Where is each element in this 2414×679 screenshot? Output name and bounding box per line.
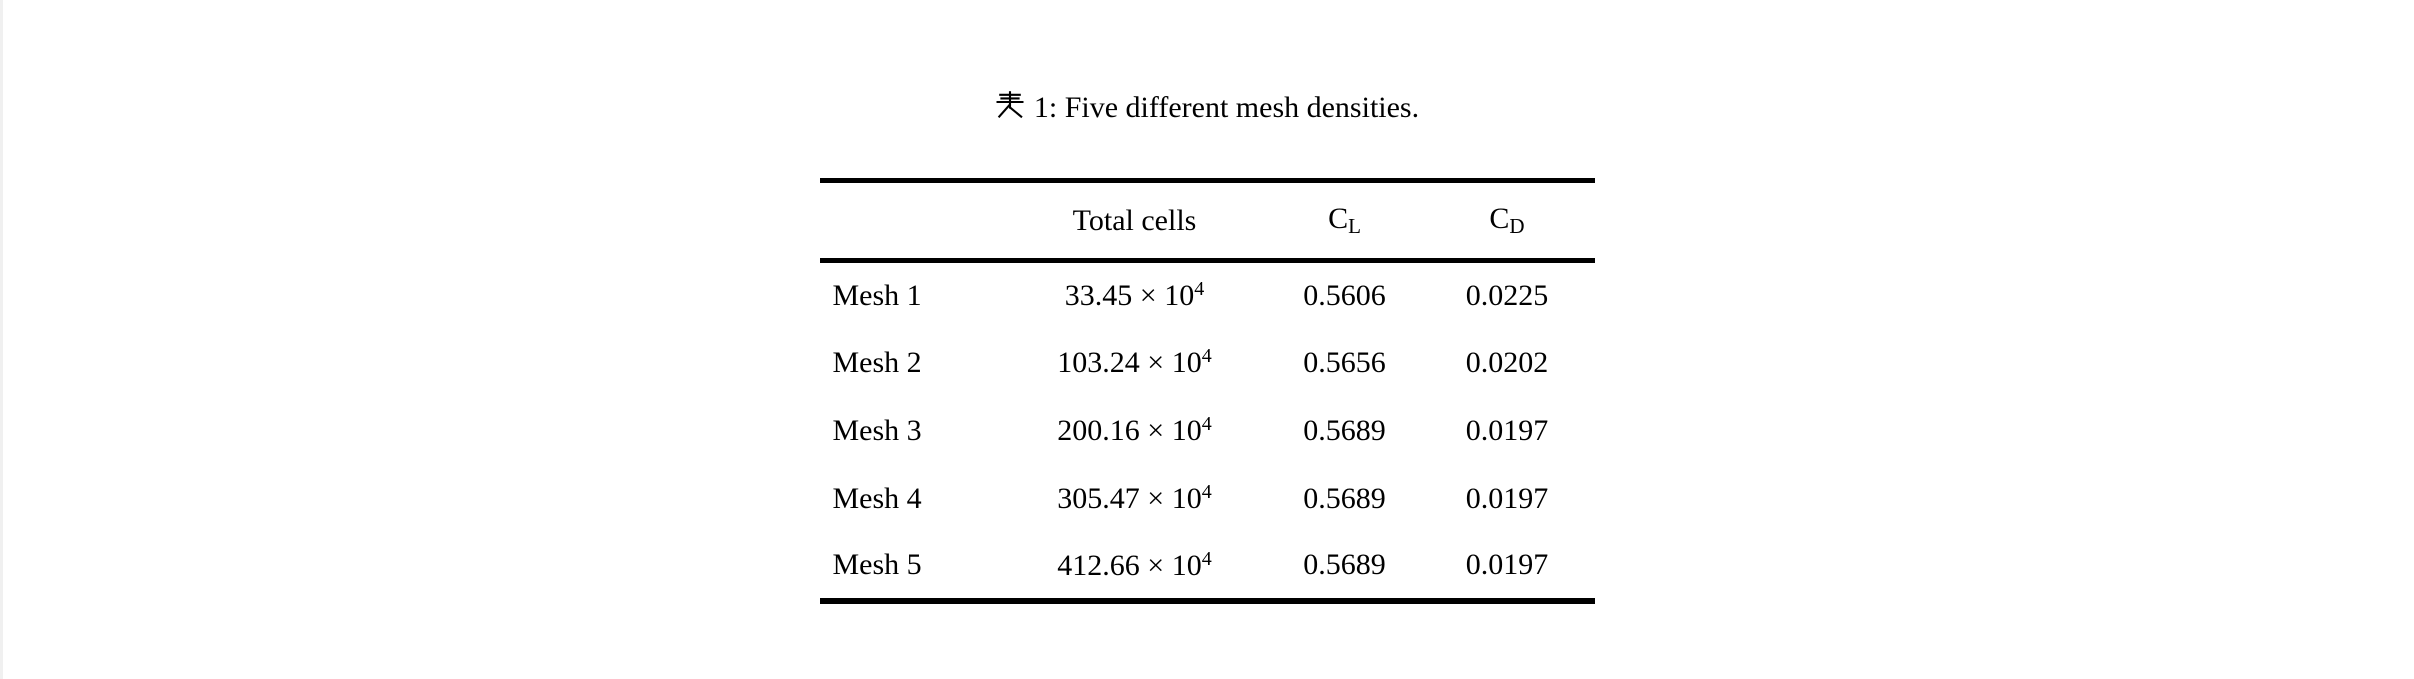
cl-symbol: C: [1328, 202, 1349, 235]
cl-value: 0.5689: [1303, 413, 1386, 447]
column-header-total-cells: Total cells: [1072, 203, 1197, 237]
total-cells-value: 33.45 × 104: [1000, 261, 1270, 329]
cl-value: 0.5656: [1303, 345, 1386, 379]
table-row: Mesh 3 200.16 × 104 0.5689 0.0197: [820, 397, 1595, 465]
header-row: Total cells CL CD: [819, 181, 1595, 261]
total-cells-mantissa: 412.66 × 10: [1057, 548, 1202, 582]
table-block: 1: Five different mesh densities. Total …: [819, 0, 1595, 604]
cd-value: 0.0197: [1465, 413, 1549, 447]
window-edge-strip: [0, 0, 3, 679]
row-label: Mesh 3: [832, 413, 922, 447]
cd-value: 0.0202: [1465, 345, 1549, 379]
row-label: Mesh 5: [832, 548, 922, 581]
total-cells-exponent: 4: [1194, 278, 1205, 301]
cl-subscript: L: [1348, 214, 1361, 238]
cl-value: 0.5689: [1303, 481, 1386, 515]
cjk-biao-icon: [996, 91, 1024, 119]
column-header-empty: [820, 181, 1000, 261]
total-cells-mantissa: 33.45 × 10: [1064, 279, 1195, 313]
cd-value: 0.0197: [1465, 481, 1549, 515]
total-cells-value: 412.66 × 104: [1000, 533, 1270, 601]
mesh-densities-table: Total cells CL CD Mesh 1 33.45 × 104 0.5…: [819, 178, 1595, 604]
total-cells-value: 200.16 × 104: [1000, 397, 1270, 465]
cl-value: 0.5689: [1303, 548, 1386, 581]
table-row: Mesh 4 305.47 × 104 0.5689 0.0197: [820, 465, 1595, 533]
table-row: Mesh 5 412.66 × 104 0.5689 0.0197: [820, 533, 1595, 601]
row-label: Mesh 2: [832, 345, 922, 379]
total-cells-exponent: 4: [1201, 345, 1212, 367]
cd-symbol: C: [1489, 202, 1510, 235]
total-cells-mantissa: 200.16 × 10: [1057, 414, 1202, 447]
cl-value: 0.5606: [1303, 278, 1386, 312]
total-cells-exponent: 4: [1201, 481, 1212, 503]
total-cells-exponent: 4: [1201, 547, 1212, 570]
column-header-cd: CD: [1420, 181, 1595, 261]
total-cells-value: 305.47 × 104: [1000, 465, 1270, 533]
table-row: Mesh 1 33.45 × 104 0.5606 0.0225: [820, 261, 1595, 329]
cd-value: 0.0197: [1465, 548, 1549, 581]
table-row: Mesh 2 103.24 × 104 0.5656 0.0202: [820, 329, 1595, 397]
total-cells-value: 103.24 × 104: [1000, 329, 1270, 397]
caption-text: 1: Five different mesh densities.: [1033, 91, 1420, 124]
cd-value: 0.0225: [1465, 278, 1549, 312]
total-cells-mantissa: 305.47 × 10: [1057, 482, 1202, 515]
row-label: Mesh 4: [832, 481, 922, 515]
total-cells-mantissa: 103.24 × 10: [1057, 346, 1202, 379]
total-cells-exponent: 4: [1201, 413, 1212, 435]
table-caption: 1: Five different mesh densities.: [820, 86, 1595, 130]
cd-subscript: D: [1509, 214, 1525, 238]
column-header-cl: CL: [1270, 181, 1420, 261]
row-label: Mesh 1: [832, 278, 922, 312]
